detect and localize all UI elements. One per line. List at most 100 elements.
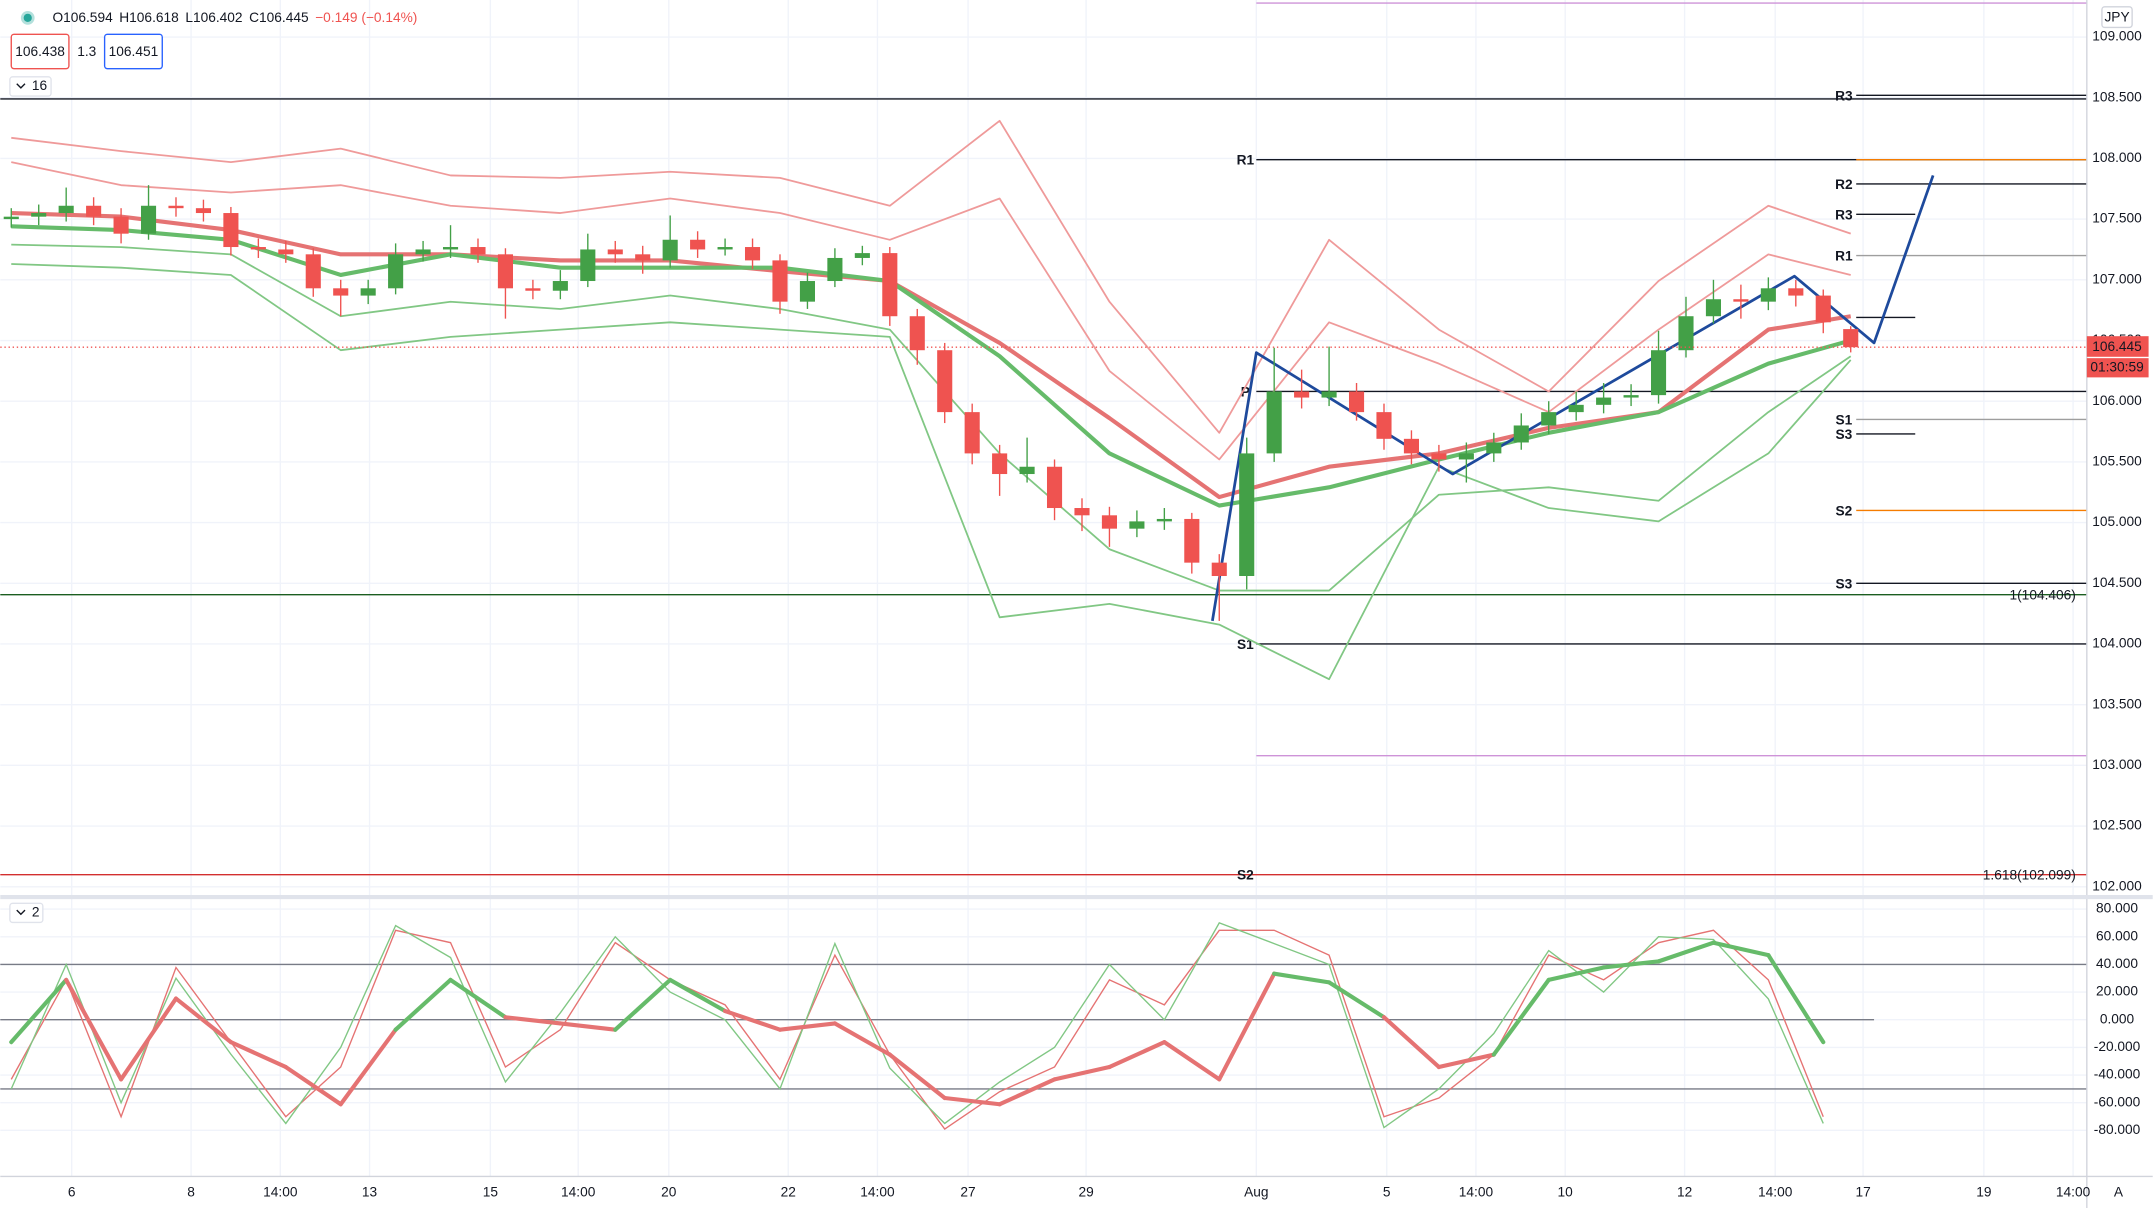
level-label: S2 (1835, 503, 1852, 518)
y-tick-label: 103.500 (2092, 696, 2142, 711)
candle-body (1376, 412, 1392, 439)
x-tick-label: 14:00 (860, 1185, 895, 1200)
candle-body (250, 247, 266, 250)
high-value: H106.618 (119, 9, 179, 24)
x-tick-label: Aug (1244, 1185, 1268, 1200)
candle-body (635, 254, 651, 261)
level-tag: 1(104.406) (2009, 588, 2075, 603)
oscillator-main-segment (1107, 1040, 1167, 1070)
y-tick-label: 104.500 (2092, 575, 2142, 590)
candle-body (992, 453, 1008, 475)
indicator-line (11, 263, 1852, 681)
y-tick-label: 105.500 (2092, 454, 2142, 469)
pane-separator (0, 895, 2153, 900)
oscillator-main-segment (1381, 1015, 1441, 1070)
x-tick-label: 10 (1558, 1185, 1574, 1200)
y-tick-label: 107.000 (2092, 271, 2142, 286)
oscillator-main-segment (1052, 1064, 1112, 1082)
level-label: S3 (1835, 427, 1852, 442)
candle-body (1541, 412, 1557, 426)
candle-body (1184, 518, 1200, 563)
indicators-toggle[interactable] (9, 76, 52, 97)
oscillator-main-segment (1327, 980, 1387, 1020)
oscillator-main-segment (338, 1027, 398, 1107)
currency-button[interactable] (2101, 6, 2133, 29)
oscillator-main-segment (1217, 971, 1277, 1082)
y-tick-label: 102.000 (2092, 878, 2142, 893)
spread: 1.3 (77, 44, 96, 59)
last-price-label: 106.445 (2092, 339, 2142, 354)
oscillator-main-segment (558, 1021, 618, 1032)
candle-body (415, 249, 431, 255)
candle-body (1623, 395, 1639, 398)
candle-body (1596, 397, 1612, 405)
candle-body (1019, 466, 1035, 475)
auto-scale-button[interactable]: A (2114, 1185, 2124, 1200)
y-tick-label: 109.000 (2092, 29, 2142, 44)
candle-body (58, 205, 74, 214)
candle-body (1294, 391, 1310, 398)
indicator-line (1211, 174, 1935, 622)
candle-body (497, 254, 513, 289)
oscillator-main-segment (668, 977, 728, 1014)
change-value: −0.149 (−0.14%) (315, 9, 417, 24)
candle-body (1650, 350, 1667, 396)
oscillator-main-segment (1711, 940, 1771, 958)
bid-price: 106.438 (15, 44, 65, 59)
level-label: R3 (1835, 207, 1853, 222)
candle-body (86, 205, 102, 217)
oscillator-main-segment (1546, 965, 1606, 982)
x-tick-label: 12 (1677, 1185, 1692, 1200)
x-tick-label: 14:00 (1758, 1185, 1793, 1200)
oscillator-toggle[interactable] (9, 902, 44, 924)
oscillator-main-segment (1272, 971, 1332, 985)
candle-body (690, 239, 706, 250)
x-tick-label: 14:00 (263, 1185, 298, 1200)
oscillator-main-segment (997, 1077, 1057, 1107)
candle-body (552, 281, 568, 291)
candle-body (140, 205, 157, 234)
level-label: S3 (1835, 576, 1852, 591)
oscillator-line (10, 929, 1824, 1131)
candle-body (717, 247, 733, 250)
y-tick-label: 60.000 (2096, 928, 2138, 943)
x-tick-label: 15 (483, 1185, 499, 1200)
candle-body (1321, 391, 1337, 398)
candle-body (744, 247, 761, 261)
candle-body (278, 249, 294, 255)
candle-body (1156, 518, 1172, 522)
oscillator-main-segment (1162, 1040, 1222, 1082)
candle-body (223, 213, 239, 248)
level-label: R3 (1835, 88, 1853, 103)
candle-body (31, 213, 47, 217)
y-tick-label: 0.000 (2100, 1011, 2135, 1026)
level-label: R1 (1237, 153, 1255, 168)
oscillator-main-segment (942, 1095, 1002, 1107)
candle-body (1513, 425, 1529, 443)
candle-body (305, 254, 321, 289)
chevron-icon (16, 909, 26, 916)
sell-button[interactable] (10, 33, 70, 70)
oscillator-main-segment (1766, 953, 1826, 1045)
oscillator-main-segment (503, 1015, 563, 1026)
level-label: R1 (1835, 249, 1853, 264)
oscillator-main-segment (228, 1040, 288, 1070)
y-tick-label: 108.000 (2092, 150, 2142, 165)
x-tick-label: 8 (187, 1185, 195, 1200)
oscillator-main-segment (832, 1021, 892, 1057)
oscillator-main-segment (64, 977, 124, 1082)
oscillator-main-segment (1491, 977, 1551, 1057)
ask-price: 106.451 (109, 44, 159, 59)
buy-button[interactable] (103, 33, 163, 70)
candle-body (1348, 391, 1365, 413)
candle-body (113, 216, 129, 234)
indicator-line (11, 224, 1852, 508)
x-tick-label: 6 (68, 1185, 76, 1200)
candle-body (854, 253, 870, 258)
y-tick-label: 107.500 (2092, 211, 2142, 226)
indicator-count: 16 (32, 78, 48, 93)
y-tick-label: 40.000 (2096, 956, 2138, 971)
y-tick-label: 106.000 (2092, 393, 2142, 408)
